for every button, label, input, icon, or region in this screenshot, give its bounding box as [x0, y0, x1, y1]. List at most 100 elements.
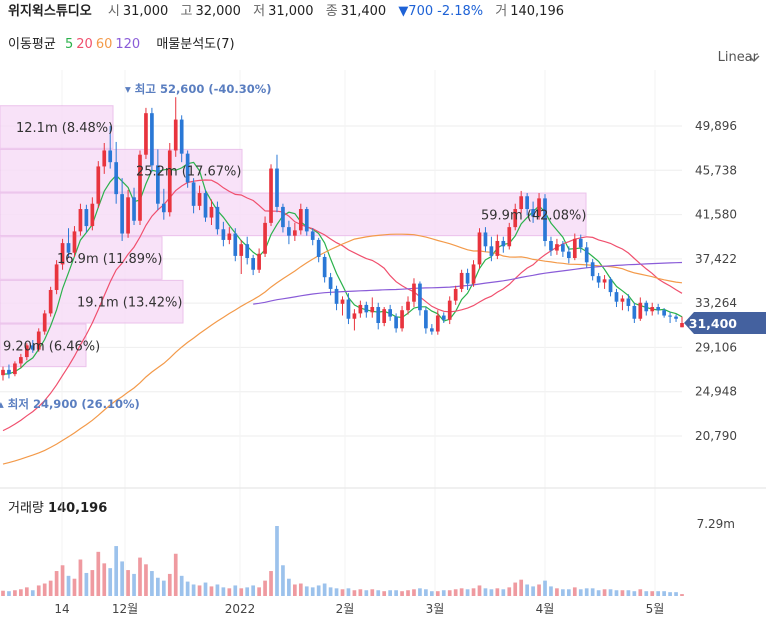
candle-81: [483, 227, 488, 252]
candle-body-84: [501, 240, 506, 247]
chevron-down-icon: [748, 55, 760, 62]
scale-mode-selector[interactable]: Linear: [718, 50, 758, 65]
candle-body-78: [465, 272, 470, 284]
volume-bar-84: [501, 589, 506, 596]
volume-bar-19: [114, 546, 119, 596]
volume-profile-label-0: 12.1m (8.48%): [16, 121, 113, 136]
volume-bar-70: [418, 588, 422, 596]
candle-body-97: [578, 238, 583, 248]
volume-bar-90: [537, 584, 541, 596]
candle-48: [287, 220, 291, 245]
volume-bar-96: [572, 587, 577, 596]
volume-bar-104: [620, 590, 625, 596]
volume-bar-8: [48, 580, 53, 596]
candle-body-61: [364, 304, 369, 313]
volume-bar-44: [263, 580, 267, 596]
candle-25: [150, 107, 154, 172]
moving-average-legend[interactable]: 이동평균 5 20 60 120 매물분석도(7): [8, 33, 240, 52]
candle-35: [209, 199, 214, 226]
candle-body-35: [209, 206, 214, 218]
volume-bar-89: [531, 586, 535, 596]
volume-panel-value: 140,196: [48, 501, 108, 516]
volume-bar-49: [293, 584, 297, 596]
volume-bar-48: [287, 578, 291, 596]
candle-body-50: [298, 209, 303, 231]
candle-66: [394, 313, 398, 333]
volume-bar-100: [596, 590, 601, 596]
volume-bar-99: [590, 588, 595, 596]
candle-95: [566, 246, 571, 264]
high-value: 32,000: [195, 4, 241, 19]
volume-bar-41: [245, 587, 250, 596]
current-price-tag: [684, 311, 766, 334]
candle-60: [358, 300, 363, 318]
candle-101: [602, 275, 607, 289]
candle-109: [650, 302, 655, 316]
candle-body-16: [96, 166, 101, 204]
candle-73: [435, 310, 440, 335]
candle-0: [1, 366, 5, 381]
x-tick-label-2: 2022: [225, 602, 256, 616]
low-value: 31,000: [268, 4, 314, 19]
ma-period-60: 60: [95, 37, 113, 52]
volume-bar-12: [72, 578, 77, 596]
volume-bar-78: [465, 589, 470, 596]
candle-body-38: [227, 233, 232, 240]
candle-body-33: [197, 193, 202, 206]
close-label: 종: [325, 4, 338, 19]
volume-bar-71: [424, 589, 428, 596]
volume-bar-4: [24, 587, 29, 596]
candle-59: [352, 309, 357, 331]
candle-29: [173, 97, 178, 157]
candle-4: [24, 343, 29, 361]
ma-line-20: [2, 179, 683, 432]
candle-42: [251, 254, 256, 276]
candle-body-17: [102, 150, 107, 167]
candle-5: [30, 340, 35, 353]
volume-bar-11: [66, 575, 71, 596]
candle-113: [674, 314, 678, 322]
volume-bar-95: [566, 589, 571, 596]
candle-74: [441, 312, 446, 323]
candle-body-10: [60, 243, 65, 265]
volume-bar-53: [316, 585, 321, 596]
candle-90: [537, 193, 541, 220]
candle-77: [459, 269, 464, 293]
candle-body-4: [24, 345, 29, 358]
volume-bar-27: [161, 580, 166, 596]
candle-67: [400, 305, 404, 332]
volume-bar-23: [138, 557, 142, 596]
candle-body-57: [340, 299, 345, 304]
candle-body-79: [471, 264, 476, 284]
volume-bar-91: [543, 580, 547, 596]
candle-87: [519, 190, 524, 214]
volume-bar-10: [60, 565, 65, 596]
volume-bar-94: [561, 589, 565, 596]
candle-104: [620, 295, 625, 311]
candle-108: [644, 300, 649, 316]
candle-70: [418, 281, 422, 316]
candle-body-12: [72, 231, 77, 253]
volume-bar-93: [555, 588, 559, 596]
volume-value: 140,196: [510, 4, 564, 19]
candle-79: [471, 260, 476, 287]
candle-112: [668, 312, 672, 323]
candle-body-24: [144, 113, 148, 155]
candle-body-114: [680, 322, 684, 328]
volume-bar-65: [388, 590, 392, 596]
volume-bar-26: [156, 577, 160, 596]
candle-33: [197, 185, 202, 211]
candle-body-15: [90, 203, 95, 227]
candle-54: [322, 253, 327, 283]
volume-bar-1: [7, 591, 11, 596]
volume-bar-56: [334, 588, 339, 596]
y-tick-label-5: 29,106: [695, 340, 737, 354]
candle-26: [156, 149, 160, 211]
candle-76: [453, 285, 458, 305]
high-label: 고: [180, 4, 193, 19]
candle-10: [60, 238, 65, 270]
candle-69: [412, 278, 416, 308]
candle-41: [245, 236, 250, 265]
candle-body-95: [566, 251, 571, 259]
